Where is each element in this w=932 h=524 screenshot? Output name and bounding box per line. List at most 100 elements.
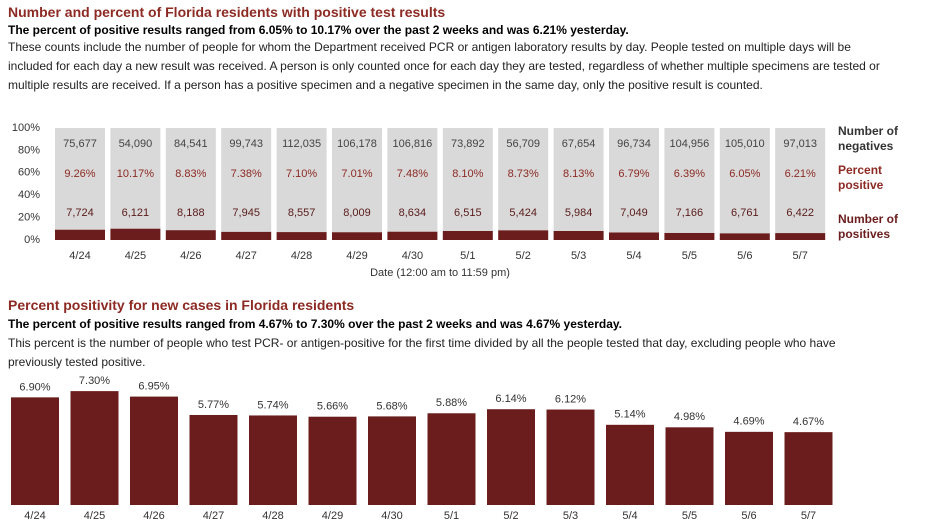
data-label: 8,557	[288, 207, 316, 219]
x-tick-label: 4/29	[322, 510, 343, 522]
bar-segment	[553, 128, 604, 231]
x-axis-title: Date (12:00 am to 11:59 pm)	[370, 267, 510, 279]
data-label: 4.98%	[674, 411, 705, 423]
legend-entry: Percent positive	[838, 163, 884, 192]
x-tick-label: 4/24	[69, 250, 90, 262]
chart-subtitle: The percent of positive results ranged f…	[8, 317, 623, 331]
data-label: 56,709	[506, 138, 540, 150]
x-tick-label: 5/1	[444, 510, 459, 522]
data-label: 8.13%	[563, 168, 594, 180]
bar	[427, 413, 476, 505]
data-label: 5,424	[509, 207, 537, 219]
chart-note: These counts include the number of peopl…	[8, 40, 880, 92]
bar-segment	[110, 128, 161, 229]
bar-segment	[498, 230, 549, 240]
data-label: 6.05%	[729, 168, 760, 180]
x-tick-label: 4/25	[84, 510, 105, 522]
chart-title: Number and percent of Florida residents …	[8, 4, 446, 20]
x-tick-label: 5/2	[516, 250, 531, 262]
data-label: 7.10%	[286, 168, 317, 180]
bar-segment	[609, 128, 659, 233]
data-label: 9.26%	[64, 168, 95, 180]
bar-segment	[498, 128, 549, 231]
data-label: 6.14%	[495, 393, 526, 405]
data-label: 7.48%	[397, 168, 428, 180]
x-tick-label: 4/27	[203, 510, 224, 522]
data-label: 6.21%	[785, 168, 816, 180]
data-label: 6.95%	[138, 380, 169, 392]
data-label: 105,010	[725, 138, 765, 150]
x-tick-label: 5/6	[737, 250, 752, 262]
data-label: 84,541	[174, 138, 208, 150]
data-label: 5.77%	[198, 399, 229, 411]
bar-segment	[387, 128, 438, 232]
data-label: 6,515	[454, 207, 482, 219]
bar-segment	[55, 229, 105, 240]
x-tick-label: 4/25	[125, 250, 146, 262]
data-label: 6,121	[122, 207, 150, 219]
x-tick-label: 5/5	[682, 510, 697, 522]
data-label: 106,178	[337, 138, 377, 150]
data-label: 8.83%	[175, 168, 206, 180]
y-tick-label: 40%	[18, 189, 40, 201]
bar	[130, 396, 178, 505]
bar-segment	[165, 128, 216, 231]
bar	[606, 424, 654, 505]
bar-segment	[609, 232, 659, 240]
data-label: 106,816	[393, 138, 433, 150]
data-label: 7.01%	[341, 168, 372, 180]
data-label: 7,724	[66, 207, 94, 219]
data-label: 4.67%	[793, 416, 824, 428]
x-tick-label: 4/27	[235, 250, 256, 262]
bar-segment	[775, 128, 826, 234]
bar	[546, 409, 595, 505]
bar-segment	[276, 232, 327, 240]
chart-subtitle: The percent of positive results ranged f…	[8, 23, 629, 37]
data-label: 6,761	[731, 207, 759, 219]
bar-segment	[775, 233, 826, 240]
legend-entry: Number of negatives	[838, 124, 898, 153]
bar-segment	[221, 128, 272, 232]
x-tick-label: 4/28	[262, 510, 283, 522]
x-tick-label: 5/7	[793, 250, 808, 262]
x-tick-label: 5/3	[571, 250, 586, 262]
data-label: 5,984	[565, 207, 593, 219]
data-label: 4.69%	[733, 416, 764, 428]
chart-title: Percent positivity for new cases in Flor…	[8, 297, 355, 313]
data-label: 6,422	[786, 207, 814, 219]
data-label: 5.74%	[257, 399, 288, 411]
data-label: 8.10%	[452, 168, 483, 180]
data-label: 97,013	[783, 138, 817, 150]
x-tick-label: 5/6	[741, 510, 756, 522]
x-tick-label: 4/30	[402, 250, 423, 262]
bar	[368, 416, 416, 505]
data-label: 75,677	[63, 138, 97, 150]
x-tick-label: 4/26	[180, 250, 201, 262]
data-label: 96,734	[617, 138, 651, 150]
data-label: 5.68%	[376, 400, 407, 412]
x-tick-label: 4/30	[381, 510, 402, 522]
x-tick-label: 5/4	[626, 250, 641, 262]
bar	[725, 431, 773, 505]
bar	[665, 427, 714, 505]
data-label: 112,035	[282, 138, 321, 150]
data-label: 8,009	[343, 207, 371, 219]
data-label: 104,956	[670, 138, 710, 150]
bar-segment	[55, 128, 105, 230]
data-label: 6.39%	[674, 168, 705, 180]
x-tick-label: 4/29	[346, 250, 367, 262]
data-label: 6.79%	[618, 168, 649, 180]
data-label: 7,945	[232, 207, 260, 219]
data-label: 54,090	[119, 138, 153, 150]
x-tick-label: 5/1	[460, 250, 475, 262]
data-label: 6.90%	[19, 381, 50, 393]
data-label: 6.12%	[555, 393, 586, 405]
x-tick-label: 5/3	[563, 510, 578, 522]
data-label: 7.30%	[79, 375, 110, 387]
y-tick-label: 100%	[12, 122, 40, 134]
data-label: 8,188	[177, 207, 205, 219]
bar-segment	[442, 128, 493, 231]
data-label: 8,634	[399, 207, 427, 219]
